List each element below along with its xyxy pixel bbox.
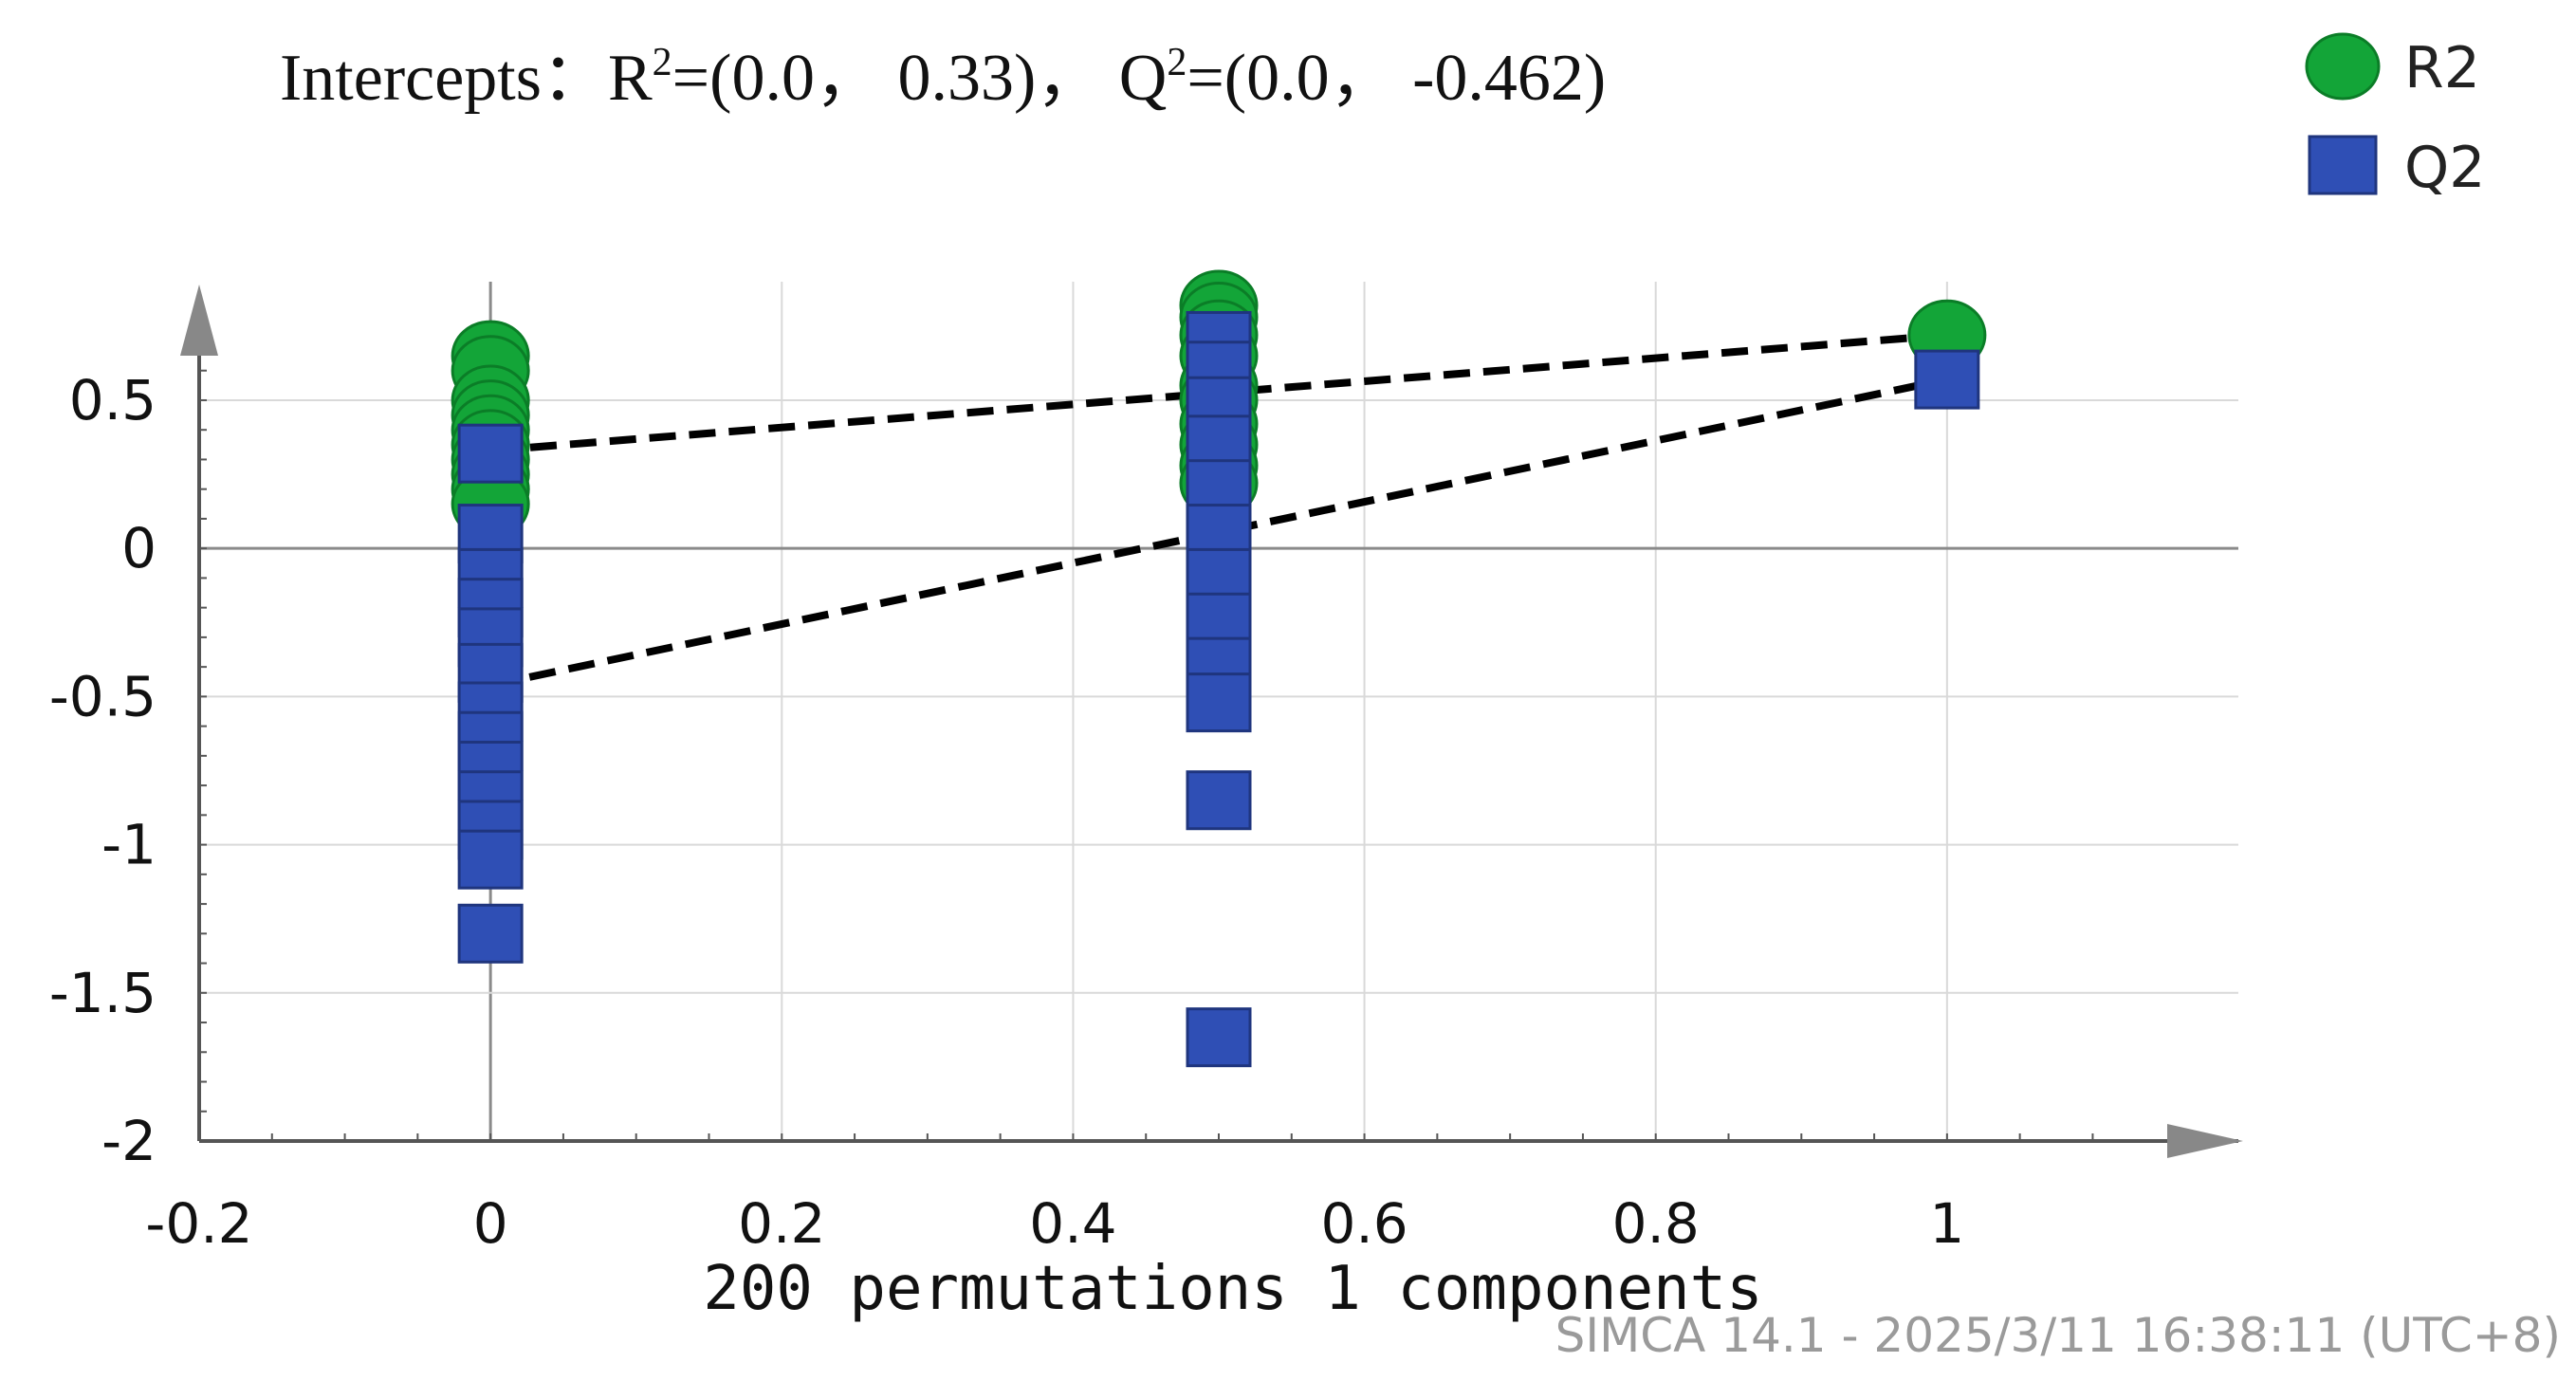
x-tick-label: 0.8 bbox=[1612, 1191, 1700, 1256]
y-tick-label: -1 bbox=[101, 813, 156, 877]
x-tick-label: 0.6 bbox=[1320, 1191, 1408, 1256]
q2-point bbox=[457, 423, 524, 484]
legend-q2-marker bbox=[2308, 135, 2378, 195]
y-axis-arrow bbox=[180, 285, 218, 356]
q2-point bbox=[1186, 672, 1252, 733]
chart-title: Intercepts：R2=(0.0， 0.33)， Q2=(0.0， -0.4… bbox=[280, 41, 1606, 115]
y-tick-label: -0.5 bbox=[49, 664, 156, 728]
legend-r2-marker bbox=[2305, 32, 2381, 101]
q2-point bbox=[1186, 770, 1252, 831]
y-tick-label: 0 bbox=[121, 516, 156, 580]
y-tick-label: 0.5 bbox=[69, 368, 156, 433]
q2-point bbox=[457, 829, 524, 890]
x-axis-label: 200 permutations 1 components bbox=[703, 1254, 1762, 1324]
chart-title-r2-value: =(0.0， 0.33)， Q bbox=[672, 42, 1168, 115]
x-tick-label: 0.4 bbox=[1029, 1191, 1116, 1256]
x-tick-label: 0.2 bbox=[738, 1191, 825, 1256]
legend-q2-label: Q2 bbox=[2404, 135, 2485, 201]
footer-text: SIMCA 14.1 - 2025/3/11 16:38:11 (UTC+8) bbox=[1555, 1308, 2561, 1363]
q2-points bbox=[457, 310, 1980, 1068]
y-tick-label: -1.5 bbox=[49, 961, 156, 1025]
chart-title-r2-sup: 2 bbox=[653, 41, 672, 84]
chart-title-q2-sup: 2 bbox=[1167, 41, 1187, 84]
q2-point bbox=[1186, 1007, 1252, 1068]
x-axis-arrow bbox=[2167, 1124, 2243, 1158]
regression-line-q2 bbox=[489, 376, 1948, 690]
q2-point bbox=[457, 903, 524, 964]
x-tick-label: 0 bbox=[473, 1191, 508, 1256]
x-tick-label: 1 bbox=[1929, 1191, 1964, 1256]
axes bbox=[180, 285, 2243, 1158]
q2-point bbox=[1914, 349, 1980, 410]
y-tick-label: -2 bbox=[101, 1109, 156, 1173]
legend: R2 Q2 bbox=[2305, 32, 2485, 201]
chart-title-q2-value: =(0.0， -0.462) bbox=[1187, 42, 1606, 115]
tick-labels: -0.2 0 0.2 0.4 0.6 0.8 1 0.5 0 -0.5 -1 -1.5 -2 bbox=[49, 368, 1964, 1256]
legend-r2-label: R2 bbox=[2404, 35, 2480, 101]
chart-title-prefix: Intercepts：R bbox=[280, 42, 653, 115]
x-tick-label: -0.2 bbox=[145, 1191, 252, 1256]
